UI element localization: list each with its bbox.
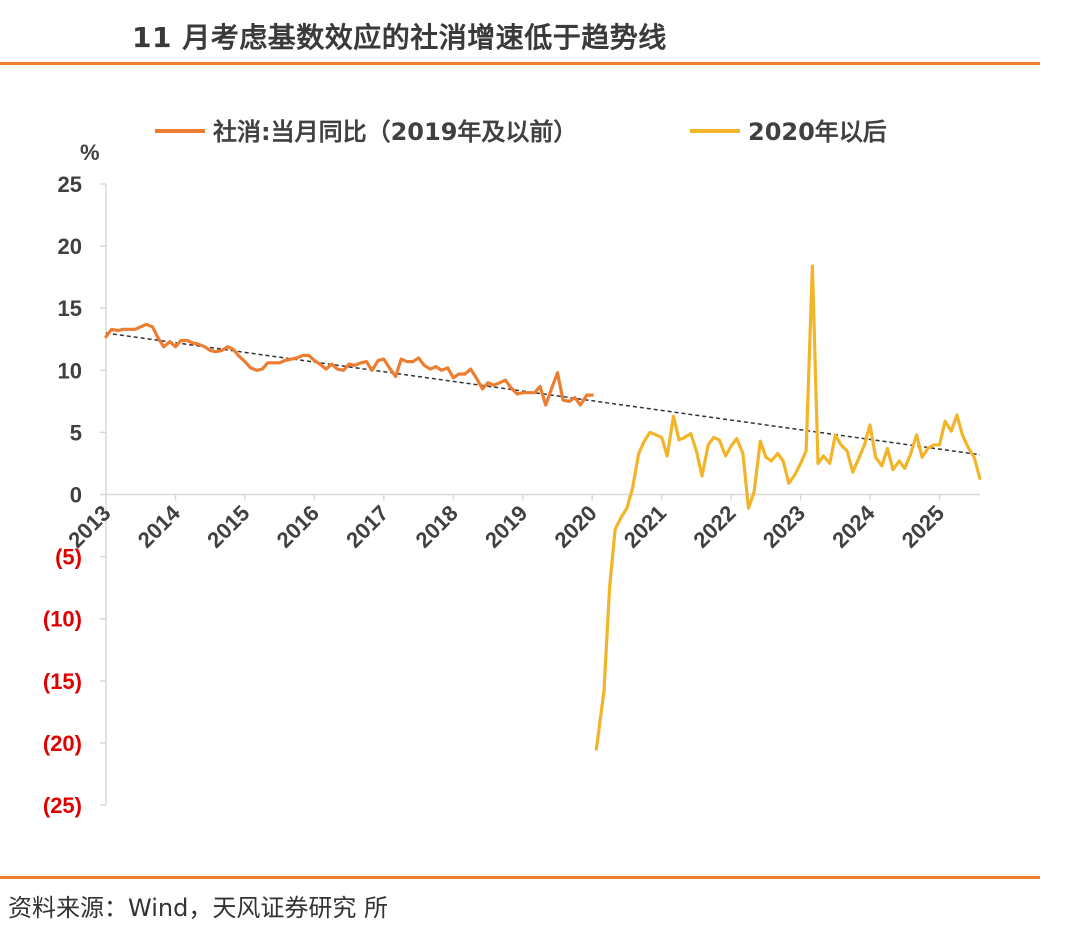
axes bbox=[100, 183, 980, 806]
y-tick-label: 20 bbox=[58, 234, 82, 259]
x-tick-label: 2015 bbox=[202, 500, 254, 552]
y-tick-label: 25 bbox=[58, 172, 82, 197]
y-tick-label: (25) bbox=[43, 793, 82, 818]
y-tick-label: 15 bbox=[58, 296, 82, 321]
x-tick-label: 2023 bbox=[758, 500, 810, 552]
page-title: 11 月考虑基数效应的社消增速低于趋势线 bbox=[132, 21, 667, 54]
x-tick-label: 2016 bbox=[272, 500, 324, 552]
x-tick-label: 2017 bbox=[341, 500, 393, 552]
y-tick-labels: 25 20 15 10 5 0 (5) (10) (15) (20) (25) bbox=[43, 172, 82, 818]
y-tick-label: (10) bbox=[43, 607, 82, 632]
x-tick-label: 2022 bbox=[688, 500, 740, 552]
x-tick-label: 2025 bbox=[897, 500, 949, 552]
title-divider bbox=[0, 62, 1040, 65]
y-tick-label: (5) bbox=[55, 545, 82, 570]
x-tick-label: 2014 bbox=[133, 500, 186, 553]
x-tick-label: 2018 bbox=[411, 500, 463, 552]
y-axis-unit: % bbox=[80, 140, 100, 165]
y-tick-label: 0 bbox=[70, 483, 82, 508]
y-tick-label: (20) bbox=[43, 731, 82, 756]
legend-label-1: 社消:当月同比（2019年及以前） bbox=[213, 118, 577, 146]
series-line-1 bbox=[104, 322, 594, 407]
series-lines bbox=[104, 264, 982, 751]
y-tick-label: 10 bbox=[58, 358, 82, 383]
x-tick-label: 2019 bbox=[480, 500, 532, 552]
y-tick-label: 5 bbox=[70, 420, 82, 445]
source-note: 资料来源：Wind，天风证券研究 所 bbox=[8, 894, 388, 922]
x-tick-labels: 2013 2014 2015 2016 2017 2018 2019 2020 2021 2022… bbox=[63, 500, 949, 553]
y-tick-label: (15) bbox=[43, 669, 82, 694]
legend-label-2: 2020年以后 bbox=[748, 118, 887, 146]
x-tick-label: 2024 bbox=[827, 500, 880, 553]
footer-divider bbox=[0, 876, 1040, 879]
series-line-2 bbox=[594, 264, 982, 751]
x-tick-label: 2020 bbox=[549, 500, 601, 552]
legend: 社消:当月同比（2019年及以前） 2020年以后 bbox=[155, 118, 887, 146]
